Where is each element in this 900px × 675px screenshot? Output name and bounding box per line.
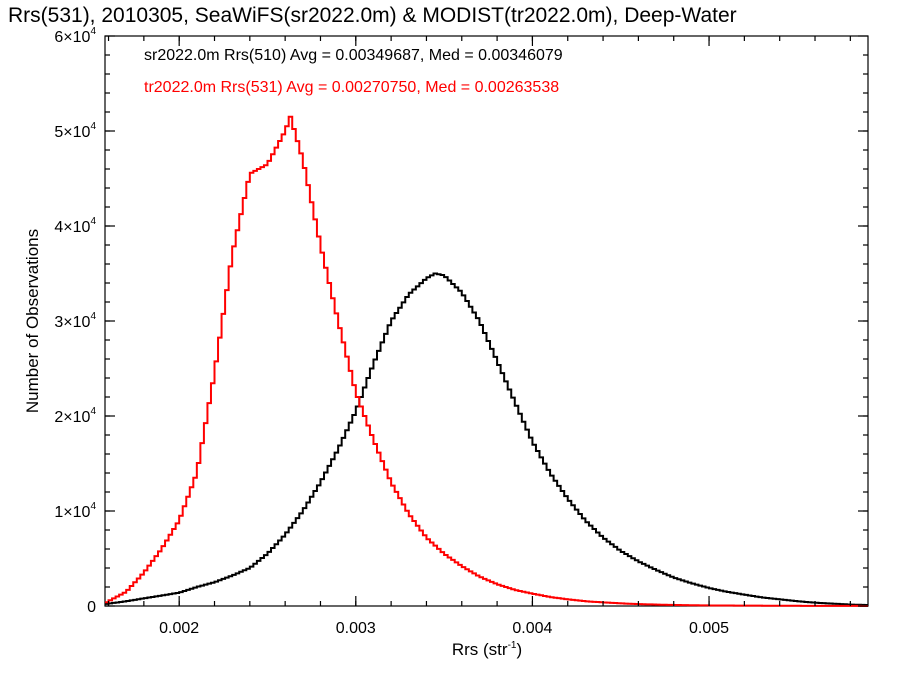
y-axis-label: Number of Observations (23, 229, 42, 413)
y-tick-label: 0 (87, 599, 96, 616)
x-tick-labels: 0.002 0.003 0.004 0.005 (159, 620, 729, 637)
y-tick-label: 4×104 (54, 216, 96, 236)
x-tick-label: 0.005 (689, 620, 729, 637)
x-tick-label: 0.002 (159, 620, 199, 637)
x-axis-label-main: Rrs (str (452, 640, 508, 659)
x-tick-label: 0.004 (512, 620, 552, 637)
y-tick-label: 6×104 (54, 26, 96, 46)
series-line-1 (105, 272, 868, 606)
legend-entry-series-2: tr2022.0m Rrs(531) Avg = 0.00270750, Med… (144, 79, 559, 96)
y-tick-label: 3×104 (54, 311, 96, 331)
x-axis-label-close: ) (516, 640, 522, 659)
x-axis-label-superscript: -1 (508, 640, 517, 651)
y-tick-label: 2×104 (54, 406, 96, 426)
legend-entry-series-1: sr2022.0m Rrs(510) Avg = 0.00349687, Med… (144, 47, 563, 64)
x-axis-label: Rrs (str-1) (452, 640, 522, 659)
y-tick-label: 5×104 (54, 121, 96, 141)
plot-area (104, 35, 869, 607)
chart-title: Rrs(531), 2010305, SeaWiFS(sr2022.0m) & … (8, 4, 737, 27)
series-line-2 (105, 115, 868, 607)
y-tick-label: 1×104 (54, 501, 96, 521)
tick-layer (105, 35, 868, 607)
plot-frame (104, 35, 869, 607)
series-layer (105, 115, 868, 607)
x-tick-label: 0.003 (336, 620, 376, 637)
y-tick-labels: 0 1×104 2×104 3×104 4×104 5×104 6×104 (54, 26, 96, 616)
